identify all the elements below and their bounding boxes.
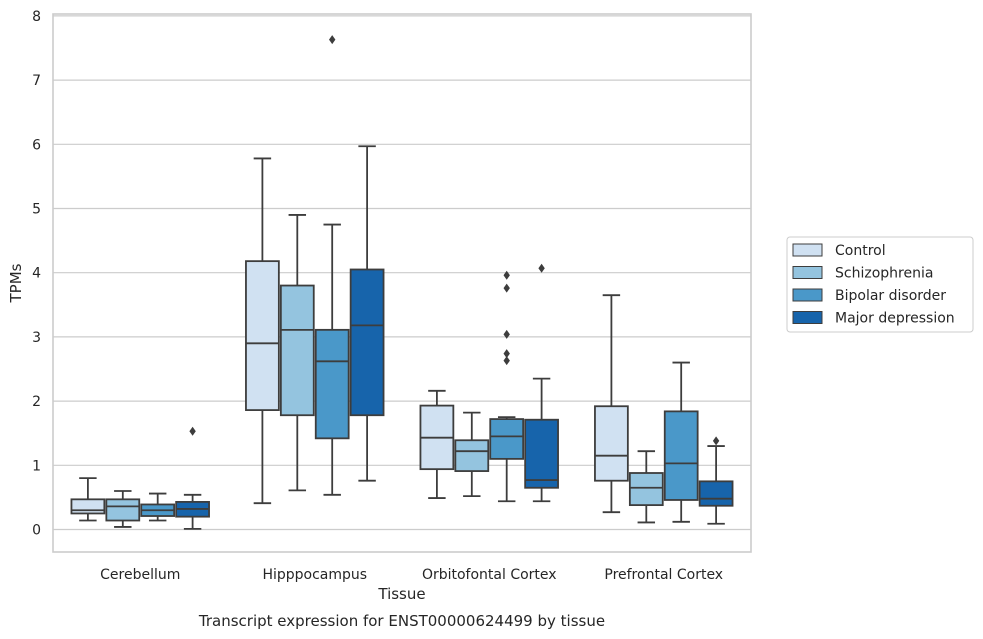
box-major-depression [175, 426, 210, 530]
x-tick-label: Hipppocampus [262, 567, 367, 583]
box-major-depression [698, 436, 734, 525]
box-iqr [349, 268, 385, 417]
box-iqr [524, 418, 559, 489]
y-tick-label: 1 [32, 458, 41, 474]
outlier-point [503, 349, 510, 359]
y-tick-label: 4 [32, 266, 41, 282]
box-major-depression [349, 145, 385, 482]
box-iqr [594, 405, 629, 482]
box-schizophrenia [279, 214, 315, 492]
box-control [70, 477, 106, 522]
box-iqr [698, 480, 734, 507]
y-tick-label: 5 [32, 202, 41, 218]
x-axis-label: Tissue [377, 585, 425, 603]
legend-swatch [792, 266, 823, 279]
legend-label: Schizophrenia [835, 266, 933, 282]
box-bipolar-disorder [489, 270, 525, 503]
box-iqr [489, 418, 525, 460]
box-bipolar-disorder [314, 35, 350, 496]
box-iqr [70, 498, 106, 515]
outlier-point [503, 356, 510, 366]
box-iqr [105, 498, 141, 522]
legend-swatch [792, 288, 823, 302]
outlier-point [329, 35, 336, 45]
x-tick-label: Cerebellum [100, 567, 180, 583]
y-axis-label: TPMs [7, 263, 25, 303]
box-iqr [314, 328, 350, 440]
box-iqr [628, 472, 664, 507]
outlier-point [503, 270, 510, 280]
x-tick-label: Prefrontal Cortex [604, 567, 723, 583]
box-iqr [245, 260, 280, 411]
legend-label: Major depression [835, 311, 955, 327]
box-iqr [663, 410, 699, 501]
legend-frame [786, 236, 974, 333]
legend-label: Bipolar disorder [835, 288, 946, 304]
legend-label: Control [835, 243, 886, 259]
outlier-point [712, 436, 720, 446]
y-tick-label: 6 [32, 137, 41, 153]
box-iqr [454, 439, 490, 472]
legend-swatch [792, 311, 823, 324]
box-group [70, 35, 734, 530]
outlier-point [538, 263, 545, 273]
box-major-depression [524, 263, 559, 503]
box-schizophrenia [454, 411, 490, 498]
legend-swatch [792, 243, 823, 257]
y-tick-labels: 0 1 2 3 4 5 6 7 8 [32, 9, 41, 539]
y-tick-label: 0 [32, 523, 41, 539]
outlier-point [189, 426, 196, 436]
box-bipolar-disorder [140, 492, 176, 522]
x-tick-label: Orbitofontal Cortex [422, 567, 557, 583]
y-tick-label: 2 [32, 394, 41, 410]
box-control [594, 294, 629, 514]
outlier-point [503, 283, 510, 293]
outlier-point [503, 329, 510, 339]
box-bipolar-disorder [663, 361, 699, 523]
x-tick-labels: Cerebellum Hipppocampus Orbitofontal Corte… [100, 567, 723, 583]
chart-title: Transcript expression for ENST0000062449… [198, 612, 605, 630]
box-iqr [279, 284, 315, 417]
box-schizophrenia [105, 490, 141, 528]
y-tick-label: 8 [32, 9, 41, 25]
box-control [245, 157, 280, 505]
y-tick-label: 7 [32, 73, 41, 89]
legend: Control Schizophrenia Bipolar disorder Majo… [786, 236, 974, 333]
plot-frame [52, 13, 752, 553]
box-schizophrenia [628, 450, 664, 524]
y-tick-label: 3 [32, 330, 41, 346]
grid-lines [53, 15, 751, 531]
box-control [419, 389, 455, 499]
